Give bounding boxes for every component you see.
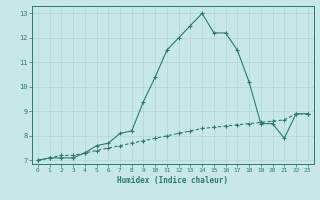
X-axis label: Humidex (Indice chaleur): Humidex (Indice chaleur) <box>117 176 228 185</box>
